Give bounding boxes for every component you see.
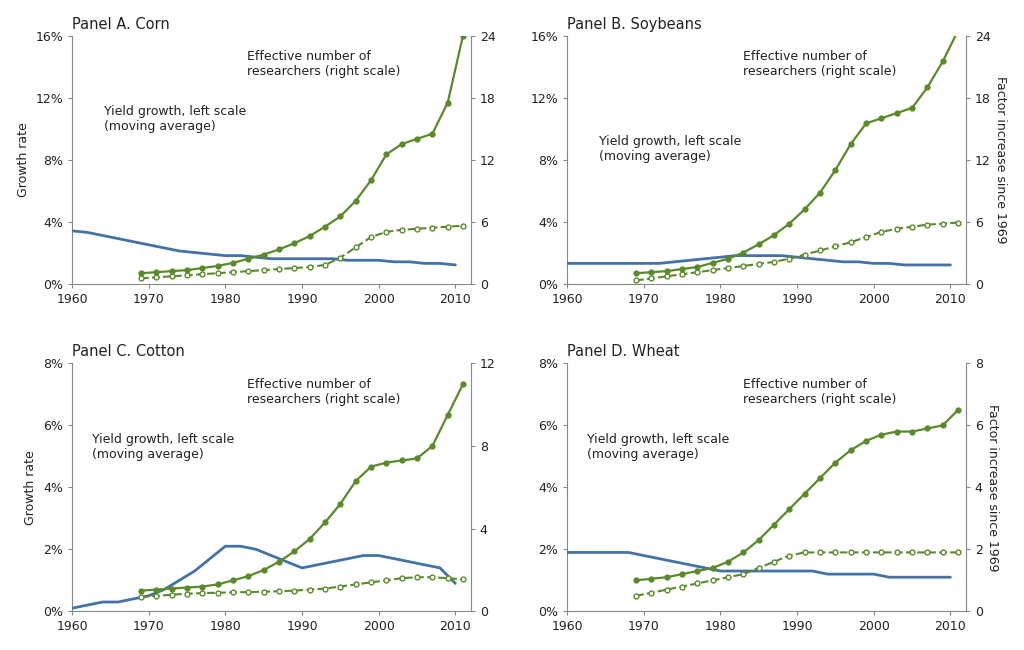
Y-axis label: Factor increase since 1969: Factor increase since 1969 bbox=[986, 404, 999, 571]
Text: Effective number of
researchers (right scale): Effective number of researchers (right s… bbox=[742, 51, 896, 79]
Y-axis label: Growth rate: Growth rate bbox=[25, 450, 38, 525]
Text: Panel D. Wheat: Panel D. Wheat bbox=[567, 344, 680, 359]
Text: Panel C. Cotton: Panel C. Cotton bbox=[72, 344, 184, 359]
Text: Effective number of
researchers (right scale): Effective number of researchers (right s… bbox=[248, 378, 400, 406]
Text: Yield growth, left scale
(moving average): Yield growth, left scale (moving average… bbox=[103, 105, 246, 133]
Y-axis label: Factor increase since 1969: Factor increase since 1969 bbox=[994, 76, 1008, 243]
Text: Effective number of
researchers (right scale): Effective number of researchers (right s… bbox=[248, 51, 400, 79]
Text: Effective number of
researchers (right scale): Effective number of researchers (right s… bbox=[742, 378, 896, 406]
Text: Yield growth, left scale
(moving average): Yield growth, left scale (moving average… bbox=[587, 433, 729, 461]
Y-axis label: Growth rate: Growth rate bbox=[16, 122, 30, 197]
Text: Panel A. Corn: Panel A. Corn bbox=[72, 17, 170, 32]
Text: Panel B. Soybeans: Panel B. Soybeans bbox=[567, 17, 701, 32]
Text: Yield growth, left scale
(moving average): Yield growth, left scale (moving average… bbox=[599, 135, 741, 162]
Text: Yield growth, left scale
(moving average): Yield growth, left scale (moving average… bbox=[92, 433, 234, 461]
